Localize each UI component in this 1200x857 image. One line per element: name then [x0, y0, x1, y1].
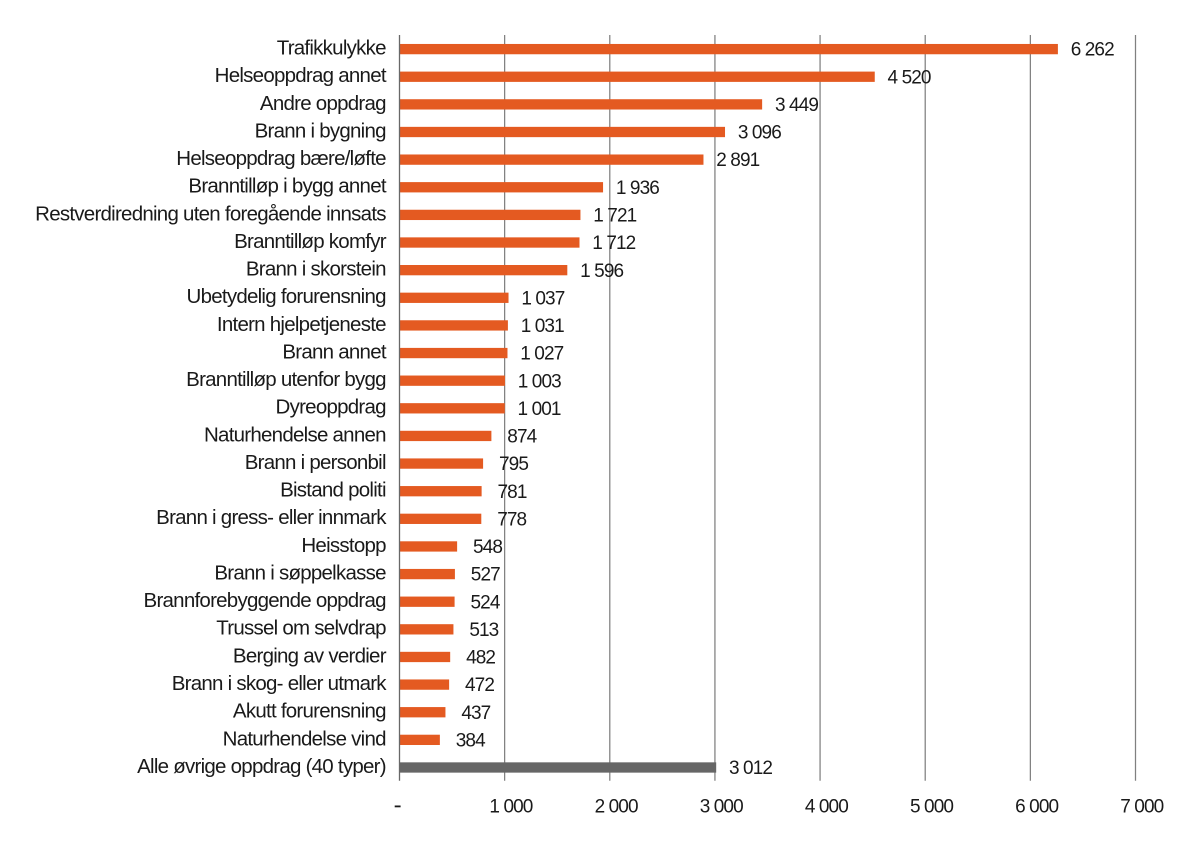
svg-text:795: 795: [499, 454, 528, 475]
svg-text:1 721: 1 721: [593, 205, 636, 226]
svg-text:Dyreoppdrag: Dyreoppdrag: [276, 396, 387, 419]
svg-text:Naturhendelse vind: Naturhendelse vind: [223, 727, 386, 750]
svg-text:7 000: 7 000: [1120, 796, 1163, 817]
svg-text:Helseoppdrag annet: Helseoppdrag annet: [215, 64, 387, 87]
svg-text:Andre oppdrag: Andre oppdrag: [260, 92, 386, 115]
svg-text:527: 527: [471, 565, 500, 586]
svg-text:4 000: 4 000: [805, 796, 848, 817]
svg-text:Brann i bygning: Brann i bygning: [255, 119, 387, 142]
svg-text:3 096: 3 096: [738, 123, 781, 144]
svg-text:Akutt forurensning: Akutt forurensning: [233, 700, 386, 723]
svg-text:Bistand politi: Bistand politi: [280, 479, 386, 502]
svg-text:Berging av verdier: Berging av verdier: [233, 644, 387, 667]
svg-text:Branntilløp komfyr: Branntilløp komfyr: [234, 230, 387, 253]
svg-text:1 031: 1 031: [521, 316, 564, 337]
svg-text:4 520: 4 520: [888, 67, 931, 88]
svg-text:2 000: 2 000: [595, 796, 638, 817]
svg-text:Restverdiredning uten foregåen: Restverdiredning uten foregående innsats: [35, 202, 386, 225]
svg-text:6 000: 6 000: [1015, 796, 1058, 817]
svg-text:Helseoppdrag bære/løfte: Helseoppdrag bære/løfte: [176, 147, 386, 170]
svg-text:Trussel om selvdrap: Trussel om selvdrap: [216, 617, 386, 640]
svg-text:1 000: 1 000: [489, 796, 532, 817]
svg-text:548: 548: [473, 537, 502, 558]
svg-text:524: 524: [470, 592, 500, 613]
svg-text:Brann i skorstein: Brann i skorstein: [246, 258, 386, 281]
svg-text:874: 874: [507, 427, 537, 448]
svg-text:513: 513: [469, 620, 498, 641]
svg-text:1 027: 1 027: [520, 344, 563, 365]
svg-text:778: 778: [497, 509, 526, 530]
svg-text:482: 482: [466, 648, 495, 669]
svg-text:472: 472: [465, 675, 494, 696]
svg-text:1 003: 1 003: [518, 371, 561, 392]
svg-text:Naturhendelse annen: Naturhendelse annen: [204, 423, 386, 446]
svg-text:Ubetydelig forurensning: Ubetydelig forurensning: [187, 285, 387, 308]
svg-text:2 891: 2 891: [716, 150, 759, 171]
svg-text:6 262: 6 262: [1071, 40, 1114, 61]
svg-text:Heisstopp: Heisstopp: [301, 534, 386, 557]
svg-text:Branntilløp utenfor bygg: Branntilløp utenfor bygg: [186, 368, 386, 391]
svg-text:1 936: 1 936: [616, 178, 659, 199]
svg-text:3 449: 3 449: [775, 95, 818, 116]
svg-text:781: 781: [498, 482, 527, 503]
svg-text:Branntilløp i bygg annet: Branntilløp i bygg annet: [188, 175, 386, 198]
svg-text:Alle øvrige oppdrag (40 typer): Alle øvrige oppdrag (40 typer): [137, 755, 386, 778]
svg-text:Brann i søppelkasse: Brann i søppelkasse: [214, 561, 386, 584]
svg-text:Intern hjelpetjeneste: Intern hjelpetjeneste: [217, 313, 386, 336]
svg-text:1 596: 1 596: [580, 261, 623, 282]
svg-text:1 037: 1 037: [521, 288, 564, 309]
svg-text:3 000: 3 000: [700, 796, 743, 817]
svg-text:Brann annet: Brann annet: [282, 340, 387, 363]
svg-text:3 012: 3 012: [729, 758, 772, 779]
svg-text:Brann i gress- eller innmark: Brann i gress- eller innmark: [156, 506, 387, 529]
svg-text:Brannforebyggende oppdrag: Brannforebyggende oppdrag: [144, 589, 387, 612]
svg-text:1 712: 1 712: [592, 233, 635, 254]
svg-text:437: 437: [461, 703, 490, 724]
svg-text:Brann i skog- eller utmark: Brann i skog- eller utmark: [172, 672, 388, 695]
svg-text:384: 384: [456, 730, 486, 751]
svg-text:1 001: 1 001: [518, 399, 561, 420]
svg-text:Trafikkulykke: Trafikkulykke: [277, 37, 386, 60]
svg-text:Brann i personbil: Brann i personbil: [245, 451, 386, 474]
svg-text:5 000: 5 000: [910, 796, 953, 817]
